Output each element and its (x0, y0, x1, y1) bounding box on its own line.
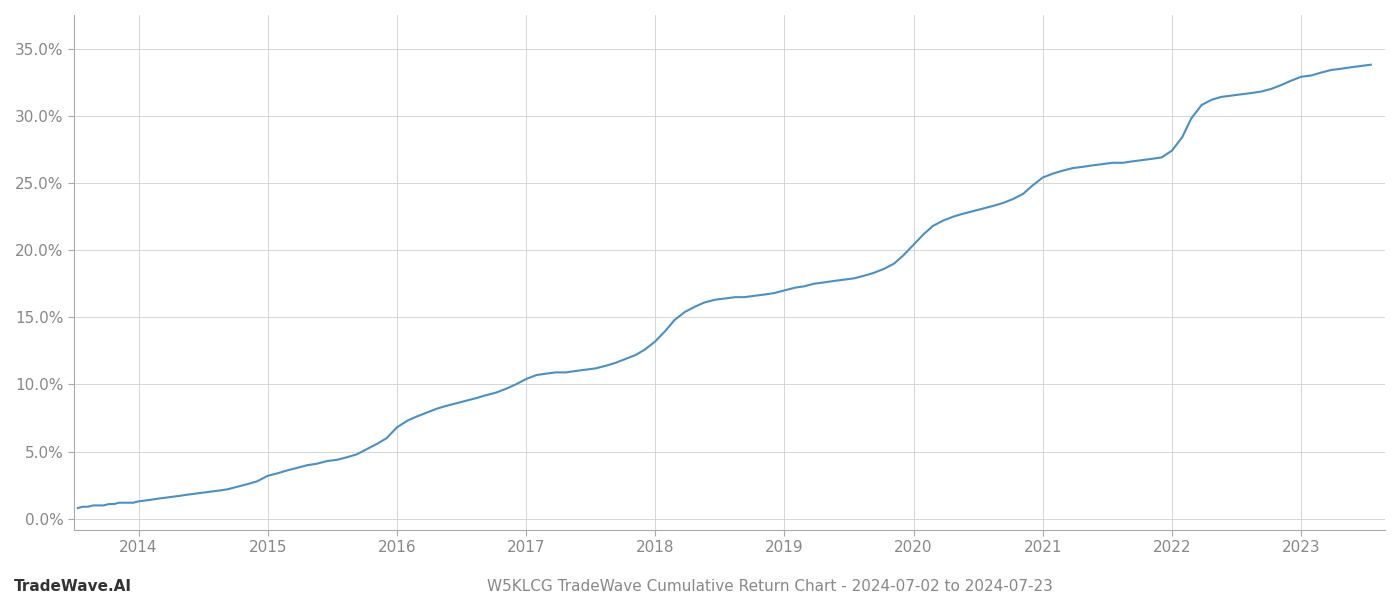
Text: W5KLCG TradeWave Cumulative Return Chart - 2024-07-02 to 2024-07-23: W5KLCG TradeWave Cumulative Return Chart… (487, 579, 1053, 594)
Text: TradeWave.AI: TradeWave.AI (14, 579, 132, 594)
